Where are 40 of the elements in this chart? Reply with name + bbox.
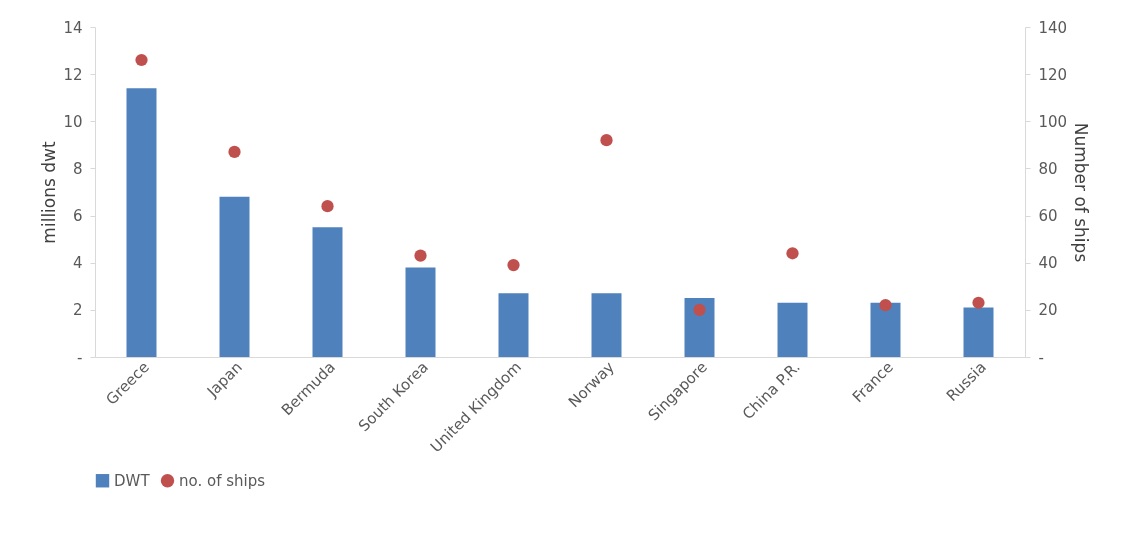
legend-label: no. of ships [179, 471, 266, 490]
legend-label: DWT [114, 471, 151, 490]
bar [405, 267, 436, 357]
point [228, 145, 241, 159]
bar [963, 307, 994, 357]
y-tick-label: 8 [72, 159, 83, 178]
point [786, 247, 799, 260]
y-tick-label: 10 [63, 112, 83, 131]
bar [777, 302, 808, 357]
y2-tick-label: 120 [1038, 65, 1068, 84]
bar [126, 88, 157, 357]
y-tick-label: 4 [72, 254, 83, 273]
bar [684, 298, 715, 357]
y-tick-label: - [77, 348, 83, 367]
point [693, 303, 706, 316]
y2-tick-label: 20 [1038, 301, 1058, 320]
y2-tick-label: 100 [1038, 112, 1068, 131]
y2-tick-label: 40 [1038, 254, 1058, 273]
y-tick-label: 6 [72, 207, 83, 226]
y-tick-label: 14 [63, 18, 83, 37]
point [600, 134, 613, 147]
point [507, 258, 520, 272]
y2-tick-label: 80 [1038, 159, 1058, 178]
point [321, 200, 334, 213]
bar [870, 302, 901, 357]
y2-axis-title: Number of ships [1071, 122, 1092, 263]
y-axis-title: millions dwt [39, 141, 60, 244]
point [879, 299, 892, 312]
point [135, 53, 148, 67]
y2-tick-label: 140 [1038, 18, 1068, 37]
y2-tick-label: - [1038, 348, 1044, 367]
bar [219, 196, 250, 357]
y-tick-label: 2 [72, 301, 83, 320]
bar [591, 293, 622, 357]
y-tick-label: 12 [63, 65, 83, 84]
point [972, 296, 985, 309]
point [414, 249, 427, 262]
bar [498, 293, 529, 357]
y2-tick-label: 60 [1038, 207, 1058, 226]
bar [312, 227, 343, 357]
